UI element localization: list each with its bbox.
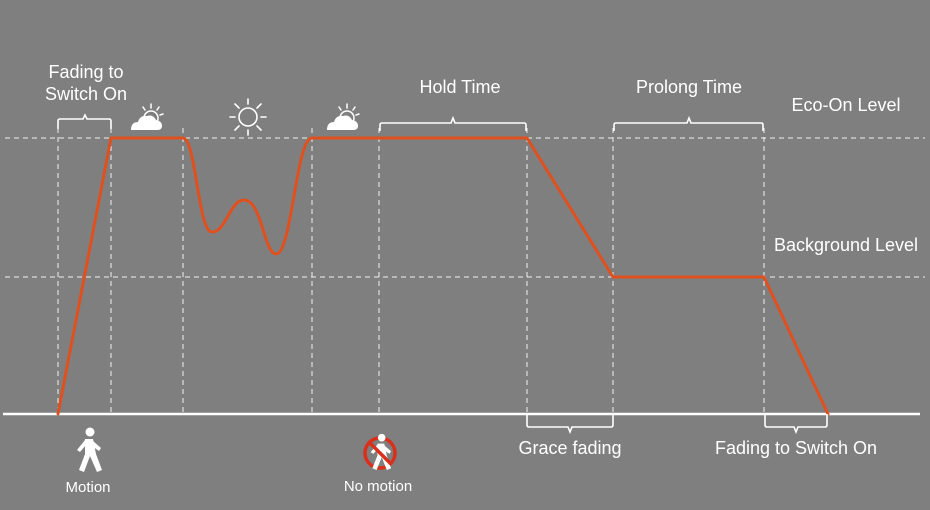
fading-to-switch-on-top-brace: [57, 113, 112, 129]
fading-to-switch-on-bottom-label: Fading to Switch On: [715, 438, 877, 458]
fading-to-switch-on-top-label-line1: Fading to: [48, 62, 123, 82]
grace-fading-brace: [526, 414, 614, 435]
no-motion-label: No motion: [344, 478, 412, 495]
prolong-time-label: Prolong Time: [636, 77, 742, 97]
partly-cloudy-icon: [327, 103, 360, 130]
light-level-curve: [56, 136, 830, 416]
fading-to-switch-on-top-label-line2: Switch On: [45, 84, 127, 104]
fading-to-switch-on-bottom-brace: [764, 414, 828, 435]
hold-time-brace: [379, 115, 527, 131]
motion-label: Motion: [65, 479, 110, 496]
no-walking-person-icon: [363, 433, 397, 470]
background-level-label: Background Level: [774, 235, 918, 255]
partly-cloudy-icon: [131, 103, 164, 130]
prolong-time-brace: [613, 115, 764, 131]
phase-lines: [57, 128, 765, 414]
sun-icon: [229, 98, 267, 136]
hold-time-label: Hold Time: [419, 77, 500, 97]
grace-fading-label: Grace fading: [518, 438, 621, 458]
walking-person-icon: [77, 427, 102, 472]
eco-on-level-label: Eco-On Level: [791, 95, 900, 115]
